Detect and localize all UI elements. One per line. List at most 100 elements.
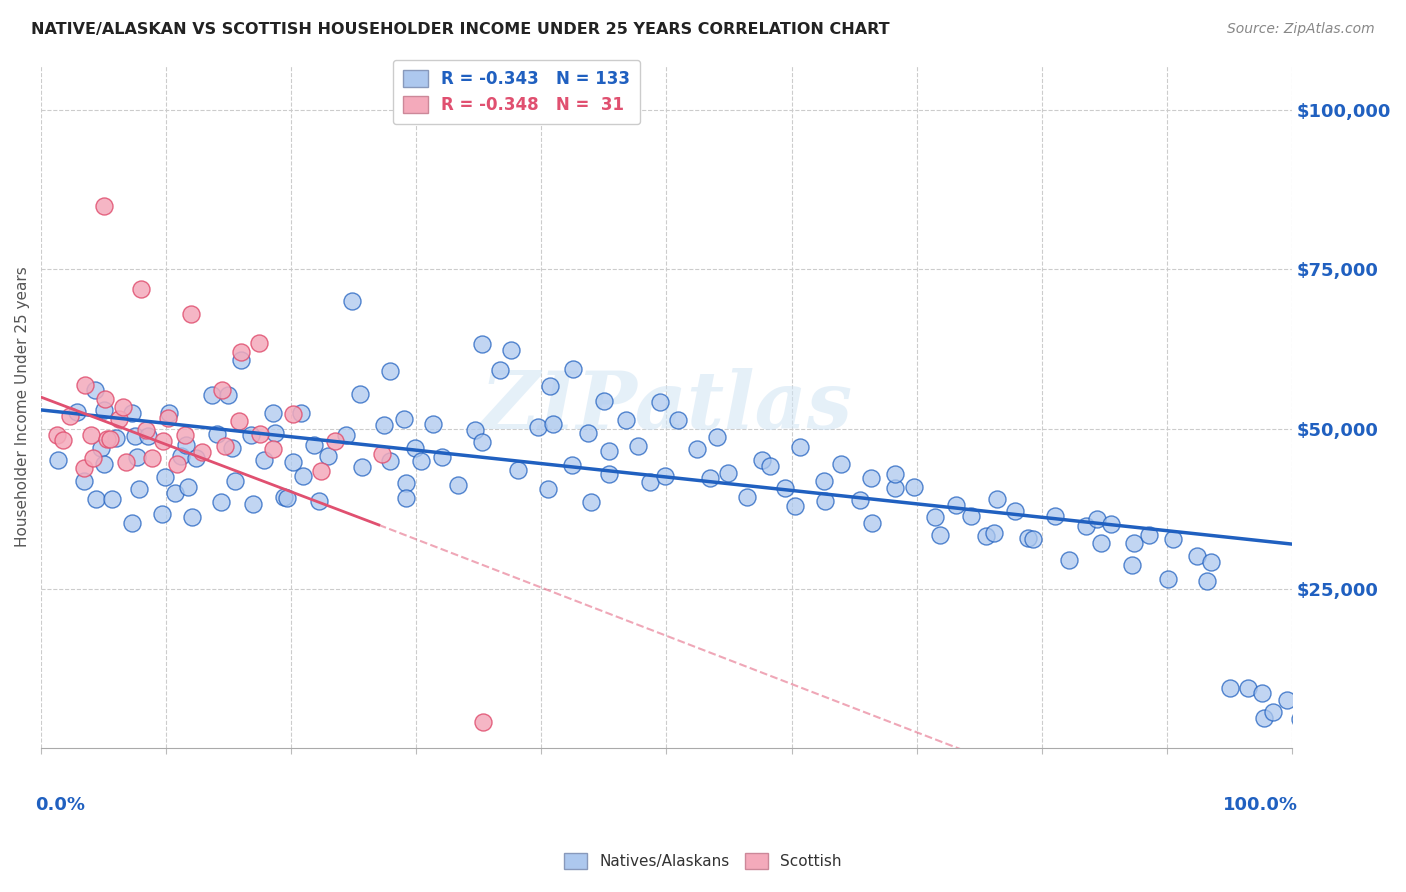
Point <box>576 426 599 441</box>
Point <box>170 449 193 463</box>
Point <box>93 198 115 212</box>
Point <box>471 337 494 351</box>
Point <box>136 429 159 443</box>
Point <box>309 464 332 478</box>
Point <box>229 353 252 368</box>
Point <box>638 475 661 489</box>
Point <box>464 423 486 437</box>
Point <box>614 413 637 427</box>
Point <box>508 463 530 477</box>
Point <box>686 442 709 456</box>
Point <box>903 480 925 494</box>
Point <box>155 469 177 483</box>
Point <box>849 492 872 507</box>
Point <box>1253 710 1275 724</box>
Point <box>108 412 131 426</box>
Point <box>1161 533 1184 547</box>
Point <box>135 423 157 437</box>
Point <box>105 431 128 445</box>
Point <box>537 482 560 496</box>
Point <box>90 442 112 456</box>
Point <box>1289 712 1312 726</box>
Point <box>1022 532 1045 546</box>
Point <box>404 441 426 455</box>
Point <box>1043 508 1066 523</box>
Text: 0.0%: 0.0% <box>35 797 84 814</box>
Point <box>150 507 173 521</box>
Point <box>1261 705 1284 719</box>
Point <box>291 469 314 483</box>
Point <box>124 429 146 443</box>
Point <box>249 426 271 441</box>
Point <box>152 434 174 448</box>
Point <box>378 454 401 468</box>
Point <box>281 455 304 469</box>
Point <box>960 509 983 524</box>
Point <box>129 282 152 296</box>
Point <box>598 443 620 458</box>
Point <box>176 480 198 494</box>
Point <box>859 471 882 485</box>
Point <box>180 307 202 321</box>
Point <box>201 388 224 402</box>
Point <box>228 414 250 428</box>
Point <box>813 475 835 489</box>
Point <box>121 516 143 530</box>
Point <box>82 450 104 465</box>
Point <box>884 467 907 482</box>
Point <box>373 417 395 432</box>
Point <box>1236 681 1258 695</box>
Point <box>627 439 650 453</box>
Point <box>527 420 550 434</box>
Point <box>1004 504 1026 518</box>
Point <box>789 440 811 454</box>
Point <box>1187 549 1209 563</box>
Point <box>211 383 233 397</box>
Point <box>1090 536 1112 550</box>
Point <box>181 509 204 524</box>
Point <box>560 458 582 473</box>
Point <box>157 406 180 420</box>
Point <box>112 400 135 414</box>
Point <box>1017 531 1039 545</box>
Point <box>924 510 946 524</box>
Point <box>214 440 236 454</box>
Text: NATIVE/ALASKAN VS SCOTTISH HOUSEHOLDER INCOME UNDER 25 YEARS CORRELATION CHART: NATIVE/ALASKAN VS SCOTTISH HOUSEHOLDER I… <box>31 22 890 37</box>
Point <box>100 492 122 507</box>
Point <box>242 497 264 511</box>
Point <box>983 525 1005 540</box>
Point <box>205 427 228 442</box>
Point <box>562 362 585 376</box>
Point <box>157 410 180 425</box>
Point <box>830 457 852 471</box>
Point <box>335 428 357 442</box>
Point <box>945 499 967 513</box>
Point <box>84 383 107 397</box>
Point <box>598 467 620 482</box>
Point <box>395 491 418 505</box>
Point <box>276 491 298 505</box>
Point <box>1137 527 1160 541</box>
Point <box>316 449 339 463</box>
Point <box>813 493 835 508</box>
Point <box>174 438 197 452</box>
Point <box>221 442 243 456</box>
Point <box>538 379 561 393</box>
Point <box>231 345 253 359</box>
Point <box>191 445 214 459</box>
Point <box>323 434 346 448</box>
Point <box>471 434 494 449</box>
Point <box>395 475 418 490</box>
Text: Source: ZipAtlas.com: Source: ZipAtlas.com <box>1227 22 1375 37</box>
Point <box>273 491 295 505</box>
Point <box>1057 553 1080 567</box>
Point <box>409 454 432 468</box>
Point <box>247 335 270 350</box>
Point <box>163 485 186 500</box>
Point <box>94 392 117 407</box>
Point <box>1085 512 1108 526</box>
Point <box>1099 516 1122 531</box>
Text: ZIPatlas: ZIPatlas <box>481 368 852 445</box>
Point <box>93 457 115 471</box>
Point <box>1121 558 1143 573</box>
